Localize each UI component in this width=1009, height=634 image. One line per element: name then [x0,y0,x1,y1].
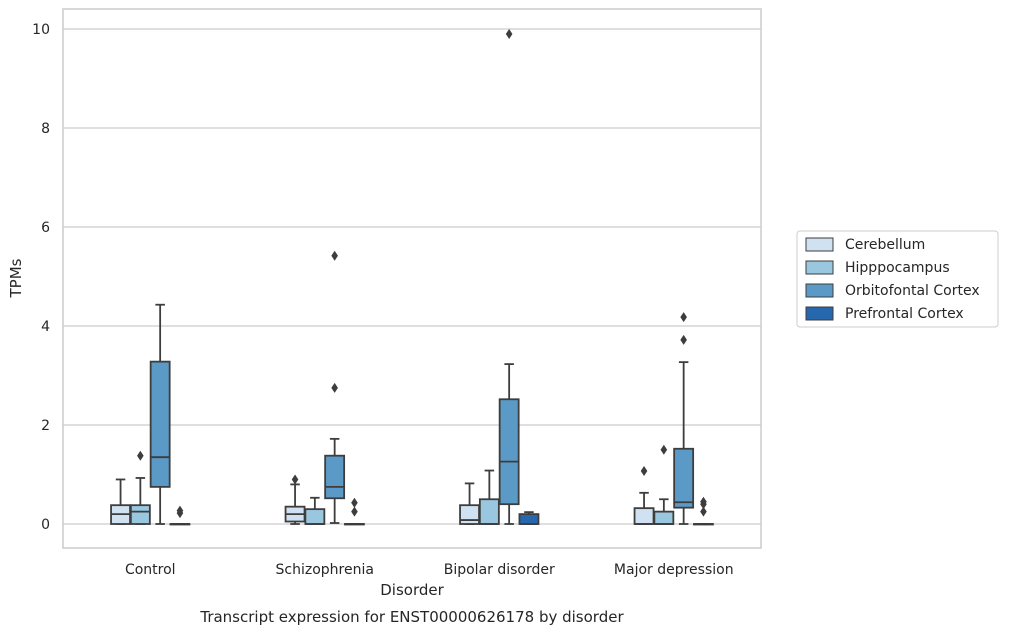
outlier-point [331,382,338,393]
y-tick-label: 6 [41,220,50,236]
outlier-point [176,505,184,516]
box-group [324,250,346,524]
box [129,504,151,525]
box-group [653,444,675,525]
box-group [673,312,695,525]
box [304,508,326,525]
box-group [304,496,326,525]
legend-label: Prefrontal Cortex [845,306,964,322]
box [633,507,655,525]
box [653,510,675,525]
box [498,398,520,506]
outlier-point [660,444,668,455]
outlier-point [331,250,338,261]
outlier-point [680,312,687,323]
box-group [169,505,191,526]
x-tick-label: Control [125,562,176,578]
y-tick-label: 8 [41,121,50,137]
outlier-point [291,474,299,485]
y-axis-label: TPMs [7,258,25,298]
plot-frame [62,8,762,549]
x-axis-label: Disorder [380,581,444,599]
chart-title: Transcript expression for ENST0000062617… [199,608,624,626]
box [324,454,346,500]
x-tick-label: Schizophrenia [276,562,374,578]
y-tick-label: 2 [41,418,50,434]
x-tick-label: Bipolar disorder [444,562,555,578]
box [478,498,500,525]
box-group [478,469,500,525]
outlier-point [640,466,648,477]
outlier-point [700,506,707,517]
box-group [344,497,365,526]
y-tick-labels: 0 2 4 6 8 10 [32,22,50,533]
y-tick-label: 0 [41,517,50,533]
legend-swatch [805,237,834,252]
box-group [693,496,714,526]
x-tick-label: Major depression [614,562,734,578]
legend-swatch [805,260,834,275]
box [518,513,540,525]
outlier-point [351,497,358,508]
outlier-point [137,450,144,461]
box-group [633,466,655,525]
box [673,447,695,509]
box-group [284,474,306,525]
outlier-point [505,28,513,39]
legend-frame [796,230,999,328]
legend-label: Cerebellum [845,237,925,253]
legend-swatch [805,283,834,298]
box [149,360,171,488]
box [459,504,480,525]
outlier-point [351,506,358,517]
legend-label: Hipppocampus [845,260,950,276]
y-tick-label: 4 [41,319,50,335]
legend-swatch [805,306,834,321]
legend-label: Orbitofontal Cortex [845,283,980,299]
outlier-point [700,496,707,507]
box-group [129,450,151,525]
box-group [110,478,131,525]
box-group [149,303,171,525]
box-group [459,482,480,525]
legend: Cerebellum Hipppocampus Orbitofontal Corte… [796,230,999,328]
outlier-point [680,334,687,345]
box-group [518,511,540,525]
box-layer [110,28,714,526]
box-group [498,28,520,525]
x-tick-labels: Control Schizophrenia Bipolar disorder Majo… [125,562,734,578]
y-tick-label: 10 [32,22,50,38]
